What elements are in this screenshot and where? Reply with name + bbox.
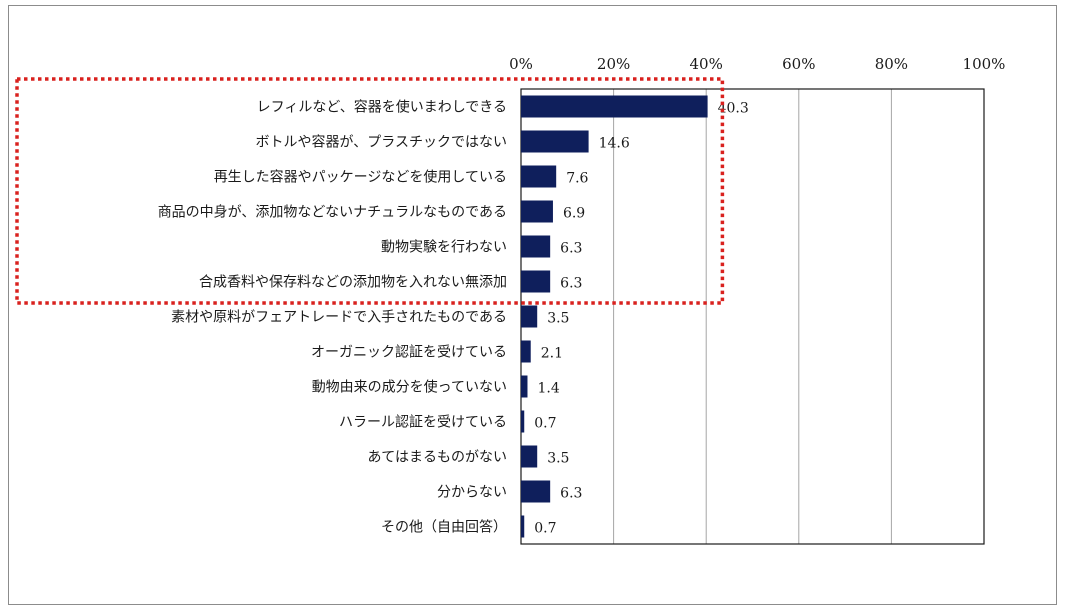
category-label: 素材や原料がフェアトレードで入手されたものである xyxy=(171,310,507,326)
x-tick-label: 40% xyxy=(690,55,723,73)
category-label: 再生した容器やパッケージなどを使用している xyxy=(214,169,507,186)
gridlines xyxy=(613,89,892,544)
data-label: 0.7 xyxy=(534,521,556,537)
category-label: その他（自由回答） xyxy=(381,519,507,536)
bar xyxy=(521,480,551,503)
bar xyxy=(521,200,553,223)
data-label: 6.3 xyxy=(560,241,582,257)
labels: 0% 20% 40% 60% 80% 100% レフィルなど、容器を使いまわしできる 40.3… xyxy=(158,55,1006,537)
data-label: 14.6 xyxy=(599,136,630,152)
highlight-dotted-frame xyxy=(15,77,725,305)
data-label: 6.3 xyxy=(560,486,582,502)
bars xyxy=(521,95,708,538)
category-label: 動物由来の成分を使っていない xyxy=(312,379,507,396)
data-label: 1.4 xyxy=(537,381,559,397)
x-tick-label: 0% xyxy=(509,55,533,73)
highlight-box xyxy=(15,77,725,305)
bar xyxy=(521,165,557,188)
chart-frame: 0% 20% 40% 60% 80% 100% レフィルなど、容器を使いまわしできる 40.3… xyxy=(8,5,1057,605)
bar xyxy=(521,410,525,433)
bar xyxy=(521,130,589,153)
data-label: 3.5 xyxy=(547,311,569,327)
bar-chart: 0% 20% 40% 60% 80% 100% レフィルなど、容器を使いまわしできる 40.3… xyxy=(15,55,1006,545)
category-label: レフィルなど、容器を使いまわしできる xyxy=(257,99,507,116)
x-tick-label: 60% xyxy=(782,55,815,73)
bar xyxy=(521,375,528,398)
category-label: 商品の中身が、添加物などないナチュラルなものである xyxy=(158,205,507,221)
category-label: 動物実験を行わない xyxy=(381,240,507,256)
data-label: 3.5 xyxy=(547,451,569,467)
data-label: 6.9 xyxy=(563,206,585,222)
category-label: あてはまるものがない xyxy=(368,450,507,466)
x-tick-label: 20% xyxy=(597,55,630,73)
plot-area-border xyxy=(520,88,985,545)
data-label: 40.3 xyxy=(718,101,749,117)
bar xyxy=(521,340,531,363)
data-label: 7.6 xyxy=(566,171,588,187)
axes xyxy=(520,88,985,545)
category-label: オーガニック認証を受けている xyxy=(311,345,507,361)
category-label: 合成香料や保存料などの添加物を入れない無添加 xyxy=(199,275,507,291)
bar xyxy=(521,305,538,328)
bar xyxy=(521,445,538,468)
bar xyxy=(521,235,551,258)
data-label: 2.1 xyxy=(541,346,563,362)
bar xyxy=(521,270,551,293)
x-tick-label: 100% xyxy=(963,55,1006,73)
bar xyxy=(521,515,525,538)
category-label: ハラール認証を受けている xyxy=(339,415,507,431)
x-tick-label: 80% xyxy=(875,55,908,73)
data-label: 0.7 xyxy=(534,416,556,432)
category-label: ボトルや容器が、プラスチックではない xyxy=(256,134,507,151)
data-label: 6.3 xyxy=(560,276,582,292)
category-label: 分からない xyxy=(437,485,507,501)
bar xyxy=(521,95,708,118)
